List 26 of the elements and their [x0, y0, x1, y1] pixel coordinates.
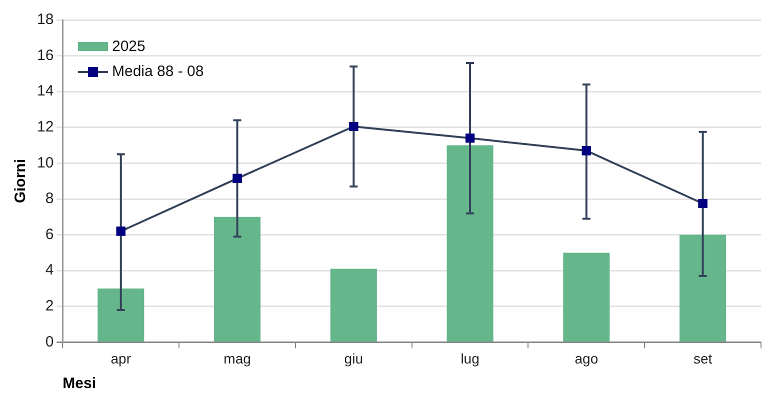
x-tick-label: giu [344, 350, 363, 366]
x-tick-label: apr [110, 350, 132, 366]
y-axis-title: Giorni [12, 159, 30, 204]
bar [98, 288, 144, 342]
y-tick-label: 4 [45, 262, 54, 279]
y-tick-label: 10 [36, 154, 54, 172]
x-tick-label: lug [460, 350, 480, 366]
x-axis-title: Mesi [62, 375, 96, 392]
bar [330, 268, 377, 342]
legend-label: 2025 [112, 37, 146, 57]
y-tick-label: 16 [36, 46, 54, 64]
x-tick-label: ago [574, 350, 598, 366]
bar [563, 252, 610, 342]
y-tick-label: 12 [36, 118, 54, 136]
x-tick-label: set [693, 350, 712, 366]
x-tick-label: mag [224, 350, 251, 366]
bar [680, 234, 726, 342]
y-tick-label: 2 [45, 298, 54, 315]
y-tick-label: 14 [36, 82, 54, 100]
y-tick-label: 18 [36, 11, 54, 28]
legend-label: Media 88 - 08 [112, 62, 204, 82]
bar [214, 216, 261, 342]
y-tick-label: 6 [45, 226, 54, 243]
y-tick-label: 8 [45, 190, 54, 208]
y-tick-label: 0 [45, 333, 54, 350]
bar [446, 145, 494, 342]
